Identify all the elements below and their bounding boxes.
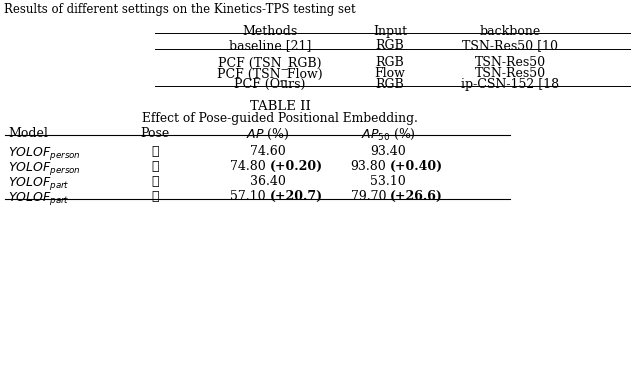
Text: RGB: RGB (376, 39, 404, 52)
Text: Input: Input (373, 25, 407, 38)
Text: Pose: Pose (140, 127, 170, 140)
Text: 57.10: 57.10 (230, 190, 266, 203)
Text: backbone: backbone (479, 25, 541, 38)
Text: ✗: ✗ (151, 175, 159, 188)
Text: PCF (TSN_RGB): PCF (TSN_RGB) (218, 56, 322, 69)
Text: (+26.6): (+26.6) (390, 190, 443, 203)
Text: $\mathit{AP}$ (%): $\mathit{AP}$ (%) (246, 127, 290, 142)
Text: Effect of Pose-guided Positional Embedding.: Effect of Pose-guided Positional Embeddi… (142, 112, 418, 125)
Text: Flow: Flow (374, 67, 405, 80)
Text: 93.40: 93.40 (370, 145, 406, 158)
Text: $\mathit{AP}_{50}$ (%): $\mathit{AP}_{50}$ (%) (360, 127, 415, 142)
Text: TSN-Res50: TSN-Res50 (474, 56, 545, 69)
Text: PCF (Ours): PCF (Ours) (234, 78, 306, 91)
Text: Results of different settings on the Kinetics-TPS testing set: Results of different settings on the Kin… (4, 3, 356, 16)
Text: TSN-Res50: TSN-Res50 (474, 67, 545, 80)
Text: 74.80: 74.80 (230, 160, 266, 173)
Text: 53.10: 53.10 (370, 175, 406, 188)
Text: ✓: ✓ (151, 160, 159, 173)
Text: ✗: ✗ (151, 145, 159, 158)
Text: RGB: RGB (376, 56, 404, 69)
Text: (+0.20): (+0.20) (270, 160, 323, 173)
Text: (+0.40): (+0.40) (390, 160, 443, 173)
Text: $\mathit{YOLOF}_{\mathit{part}}$: $\mathit{YOLOF}_{\mathit{part}}$ (8, 175, 70, 192)
Text: TABLE II: TABLE II (250, 100, 310, 113)
Text: ✓: ✓ (151, 190, 159, 203)
Text: $\mathit{YOLOF}_{\mathit{person}}$: $\mathit{YOLOF}_{\mathit{person}}$ (8, 145, 81, 162)
Text: ip-CSN-152 [18: ip-CSN-152 [18 (461, 78, 559, 91)
Text: 93.80: 93.80 (350, 160, 386, 173)
Text: 79.70: 79.70 (351, 190, 386, 203)
Text: RGB: RGB (376, 78, 404, 91)
Text: 36.40: 36.40 (250, 175, 286, 188)
Text: PCF (TSN_Flow): PCF (TSN_Flow) (217, 67, 323, 80)
Text: 74.60: 74.60 (250, 145, 286, 158)
Text: TSN-Res50 [10: TSN-Res50 [10 (462, 39, 558, 52)
Text: $\mathit{YOLOF}_{\mathit{part}}$: $\mathit{YOLOF}_{\mathit{part}}$ (8, 190, 70, 207)
Text: $\mathit{YOLOF}_{\mathit{person}}$: $\mathit{YOLOF}_{\mathit{person}}$ (8, 160, 81, 177)
Text: Methods: Methods (243, 25, 298, 38)
Text: baseline [21]: baseline [21] (229, 39, 311, 52)
Text: (+20.7): (+20.7) (270, 190, 323, 203)
Text: Model: Model (8, 127, 48, 140)
